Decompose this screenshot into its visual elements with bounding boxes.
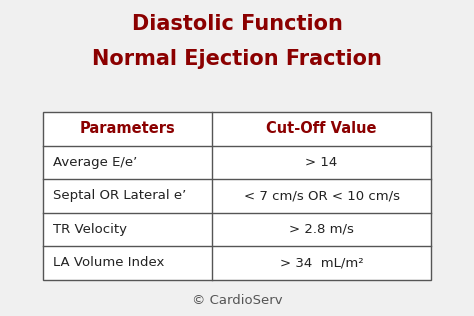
Text: Diastolic Function: Diastolic Function bbox=[132, 14, 342, 34]
Text: > 14: > 14 bbox=[305, 156, 337, 169]
Text: > 2.8 m/s: > 2.8 m/s bbox=[289, 223, 354, 236]
Text: TR Velocity: TR Velocity bbox=[53, 223, 127, 236]
Text: Parameters: Parameters bbox=[79, 121, 175, 137]
Text: Normal Ejection Fraction: Normal Ejection Fraction bbox=[92, 49, 382, 69]
Text: © CardioServ: © CardioServ bbox=[191, 294, 283, 307]
Text: LA Volume Index: LA Volume Index bbox=[53, 256, 164, 270]
Text: > 34  mL/m²: > 34 mL/m² bbox=[280, 256, 364, 270]
Text: < 7 cm/s OR < 10 cm/s: < 7 cm/s OR < 10 cm/s bbox=[244, 189, 400, 203]
Text: Average E/e’: Average E/e’ bbox=[53, 156, 137, 169]
Text: Septal OR Lateral e’: Septal OR Lateral e’ bbox=[53, 189, 186, 203]
Bar bbox=[43, 112, 431, 280]
Text: Cut-Off Value: Cut-Off Value bbox=[266, 121, 377, 137]
